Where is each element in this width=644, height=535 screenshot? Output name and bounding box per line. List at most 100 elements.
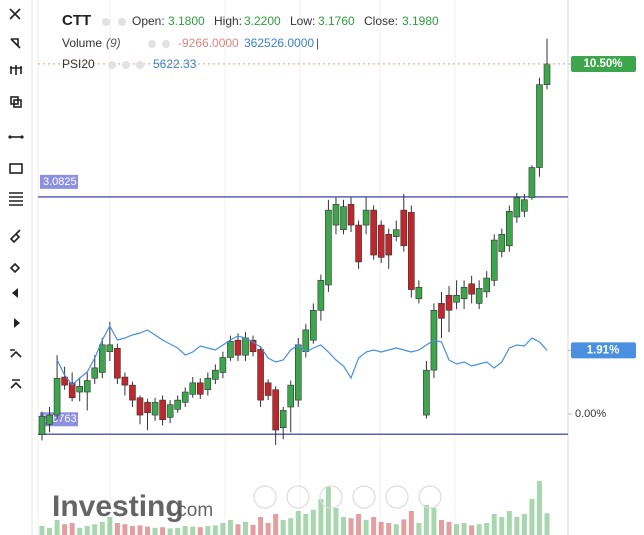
candle-body: [490, 239, 498, 281]
tool-fib[interactable]: [9, 192, 23, 206]
volume-bar: [386, 523, 392, 535]
candle-body: [212, 369, 219, 380]
volume-bar: [529, 499, 535, 535]
volume-bar: [137, 525, 143, 535]
candle-body: [483, 277, 491, 293]
candle-body: [377, 224, 385, 258]
volume-bar: [536, 481, 542, 535]
volume-bar: [212, 525, 218, 535]
volume-bar: [160, 527, 166, 535]
volume-bar: [416, 523, 422, 535]
reset-button[interactable]: [352, 485, 376, 509]
zoom-button[interactable]: [319, 485, 343, 509]
volume-bar: [310, 509, 316, 535]
candle-body: [347, 204, 355, 226]
legend-series: PSI20: [62, 57, 95, 71]
background-grid: [109, 0, 456, 535]
legend-value: -9266.0000: [178, 36, 239, 50]
volume-bar: [250, 524, 256, 535]
legend-value: 3.1760: [318, 14, 355, 28]
tool-line[interactable]: [8, 135, 24, 139]
watermark-brand: Investing: [52, 490, 184, 523]
candle-body: [310, 309, 317, 341]
legend-icons[interactable]: [102, 18, 170, 69]
candle-body: [332, 204, 340, 226]
legend-value: 3.1800: [168, 14, 205, 28]
volume-bar: [220, 523, 226, 535]
tool-copy[interactable]: [10, 96, 22, 108]
candle-body: [475, 288, 483, 304]
candle-body: [287, 384, 295, 408]
legend-symbol: CTT: [62, 12, 91, 29]
volume-bar: [265, 523, 271, 535]
play-button[interactable]: [253, 485, 277, 509]
legend-series: Volume: [62, 36, 102, 50]
candle-body: [159, 399, 166, 420]
close-button[interactable]: [9, 8, 21, 20]
legend-value: 5622.33: [153, 57, 197, 71]
legend-label: Low:: [290, 14, 315, 28]
candle-body: [325, 209, 332, 286]
tool-zoom[interactable]: [10, 349, 22, 358]
volume-bar: [69, 523, 75, 535]
volume-bar: [62, 524, 68, 535]
volume-bar: [288, 518, 294, 535]
volume-bar: [378, 521, 384, 535]
tool-arrow-right[interactable]: [14, 318, 20, 328]
candle-body: [408, 212, 415, 290]
volume-bar: [506, 511, 512, 535]
tool-brush[interactable]: [9, 229, 21, 244]
candle-body: [189, 382, 197, 395]
candle-body: [370, 209, 377, 256]
candle-body: [114, 347, 121, 379]
tool-text[interactable]: [9, 262, 21, 274]
volume-bar: [446, 521, 452, 535]
watermark-suffix: .com: [172, 500, 213, 521]
volume-bar: [243, 521, 249, 535]
y2-tick-label: 0.00%: [575, 408, 606, 420]
candle-body: [98, 344, 106, 373]
candle-body: [498, 234, 506, 252]
zoom-button[interactable]: [385, 485, 409, 509]
legend-label: Close:: [364, 14, 398, 28]
tool-cursor[interactable]: [10, 38, 21, 49]
candle-body: [144, 402, 151, 414]
candle-body: [423, 369, 430, 416]
candle-body: [536, 84, 543, 168]
tool-crosshair[interactable]: [10, 65, 22, 75]
candle-body: [392, 229, 400, 237]
candle-body: [196, 382, 204, 395]
y2-tick-label: 10.50%: [583, 58, 622, 70]
candle-body: [204, 377, 212, 391]
zoom-button[interactable]: [286, 485, 310, 509]
volume-bar: [454, 524, 460, 535]
volume-bar: [303, 514, 309, 535]
volume-bar: [521, 514, 527, 535]
volume-bar: [84, 526, 90, 535]
candle-body: [38, 415, 46, 435]
candle-body: [445, 295, 453, 311]
candle-body: [453, 295, 460, 303]
volume-bar: [205, 526, 211, 535]
volume-bar: [423, 505, 429, 535]
index-line: [56, 324, 548, 386]
legend-label: High:: [214, 14, 242, 28]
volume-bar: [39, 526, 45, 535]
volume-bar: [499, 517, 505, 535]
tool-arrow[interactable]: [12, 288, 18, 298]
tool-rect[interactable]: [9, 163, 23, 174]
candle-body: [294, 344, 302, 401]
tool-magnet[interactable]: [10, 379, 22, 389]
y2-tick-label: 1.91%: [587, 344, 620, 356]
playback-controls: [253, 485, 442, 509]
volume-bar: [318, 499, 324, 535]
candle-body: [249, 339, 257, 353]
candle-body: [257, 349, 264, 401]
volume-bar: [469, 525, 475, 535]
volume-bar: [77, 527, 83, 535]
volume-bar: [431, 508, 437, 535]
volume-bar: [145, 526, 151, 535]
play-button[interactable]: [418, 485, 442, 509]
line-label: 3.0825: [43, 176, 77, 188]
